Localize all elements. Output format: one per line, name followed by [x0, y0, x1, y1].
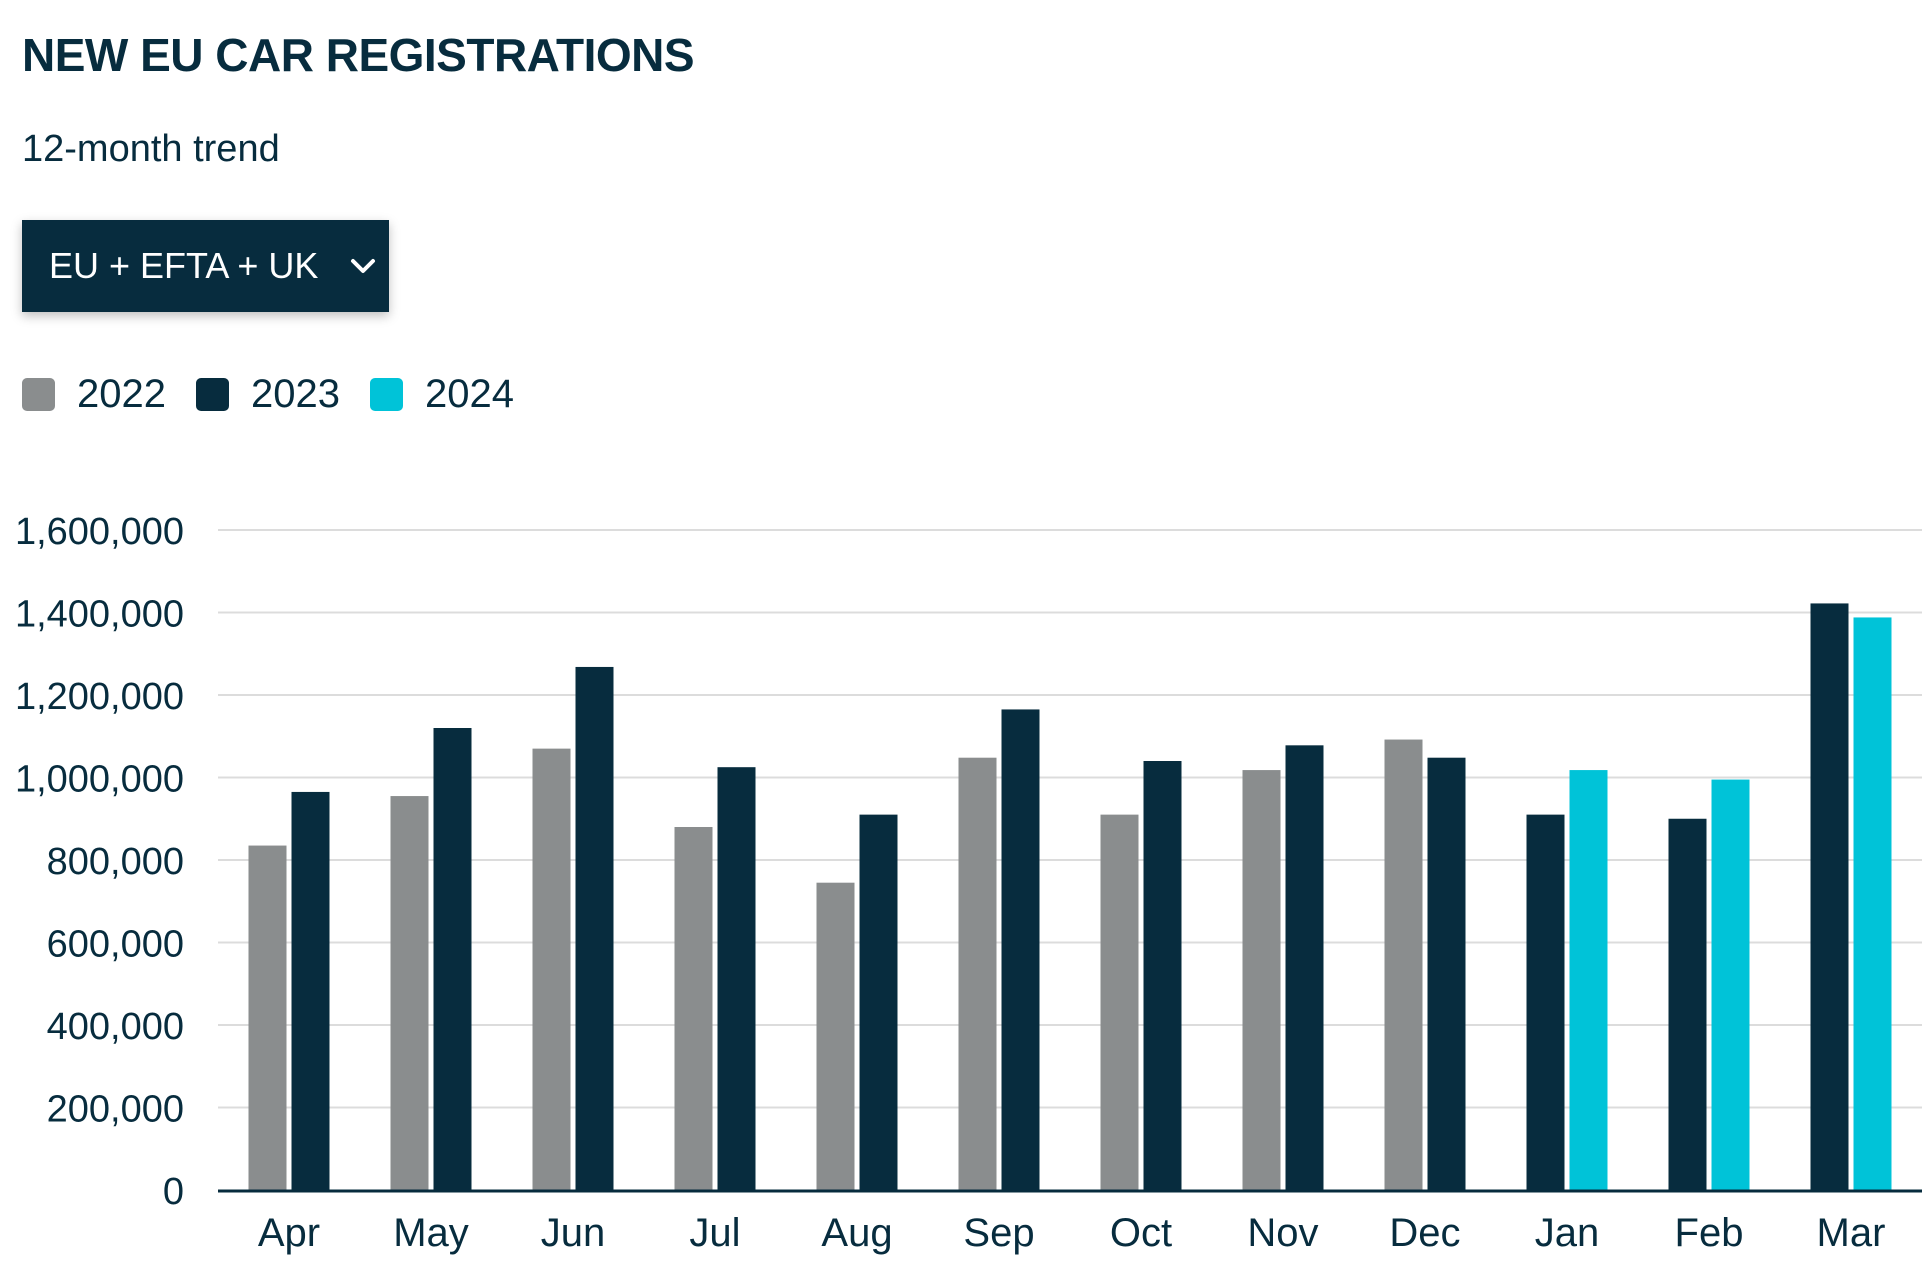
y-tick-label: 1,200,000 — [15, 676, 184, 718]
bar-nov-2022 — [1242, 770, 1281, 1190]
bar-apr-2023 — [291, 791, 330, 1190]
x-tick-label: May — [393, 1211, 469, 1255]
legend-item-2024[interactable]: 2024 — [369, 371, 514, 417]
region-dropdown[interactable]: EU + EFTA + UK — [22, 220, 389, 312]
bar-chart: 0 200,000 400,000 600,000 800,000 1,000,000 1,… — [15, 511, 1922, 1255]
y-tick-label: 0 — [163, 1171, 184, 1213]
bar-may-2022 — [390, 796, 429, 1190]
chart-subtitle: 12-month trend — [22, 128, 280, 170]
bar-jun-2022 — [532, 748, 571, 1190]
bar-sep-2023 — [1001, 709, 1040, 1190]
bar-mar-2024 — [1853, 617, 1892, 1190]
bar-dec-2022 — [1384, 739, 1423, 1190]
legend-item-2023[interactable]: 2023 — [195, 371, 340, 417]
y-tick-label: 1,400,000 — [15, 594, 184, 636]
chevron-down-icon — [346, 249, 380, 283]
bar-jan-2024 — [1569, 770, 1608, 1190]
x-tick-label: Nov — [1247, 1211, 1318, 1255]
y-tick-label: 1,000,000 — [15, 759, 184, 801]
bar-sep-2022 — [958, 757, 997, 1190]
bar-oct-2022 — [1100, 814, 1139, 1190]
x-tick-label: Aug — [821, 1211, 892, 1255]
bar-aug-2022 — [816, 882, 855, 1190]
legend-swatch-2023 — [195, 377, 229, 411]
y-tick-label: 1,600,000 — [15, 511, 184, 553]
legend-label-2024: 2024 — [424, 371, 514, 416]
bar-jan-2023 — [1526, 814, 1565, 1190]
legend-label-2023: 2023 — [250, 371, 340, 416]
x-tick-label: Dec — [1389, 1211, 1460, 1255]
y-tick-label: 800,000 — [47, 841, 184, 883]
chart-legend: 2022 2023 2024 — [22, 370, 544, 418]
chart-title: NEW EU CAR REGISTRATIONS — [22, 29, 695, 81]
bar-feb-2024 — [1711, 779, 1750, 1190]
region-dropdown-label: EU + EFTA + UK — [49, 245, 319, 286]
x-tick-label: Jul — [689, 1211, 740, 1255]
legend-label-2022: 2022 — [77, 371, 166, 416]
y-tick-label: 400,000 — [47, 1006, 184, 1048]
bar-aug-2023 — [859, 814, 898, 1190]
y-tick-label: 200,000 — [47, 1089, 184, 1131]
bar-feb-2023 — [1668, 818, 1707, 1190]
bar-jul-2023 — [717, 767, 756, 1190]
x-tick-label: Oct — [1110, 1211, 1172, 1255]
bar-oct-2023 — [1143, 761, 1182, 1190]
bar-jul-2022 — [674, 827, 713, 1190]
bar-may-2023 — [433, 728, 472, 1190]
bar-apr-2022 — [248, 845, 287, 1190]
x-tick-label: Mar — [1817, 1211, 1886, 1255]
bar-mar-2023 — [1810, 603, 1849, 1190]
bar-dec-2023 — [1427, 757, 1466, 1190]
legend-item-2022[interactable]: 2022 — [22, 372, 166, 417]
y-tick-label: 600,000 — [47, 924, 184, 966]
bar-nov-2023 — [1285, 745, 1324, 1190]
x-tick-label: Feb — [1675, 1211, 1744, 1255]
x-tick-label: Jun — [541, 1211, 606, 1255]
x-tick-label: Sep — [963, 1211, 1034, 1255]
bar-jun-2023 — [575, 666, 614, 1190]
legend-swatch-2022 — [22, 377, 55, 411]
x-tick-label: Jan — [1535, 1211, 1600, 1255]
x-tick-label: Apr — [258, 1211, 320, 1255]
legend-swatch-2024 — [369, 377, 403, 411]
